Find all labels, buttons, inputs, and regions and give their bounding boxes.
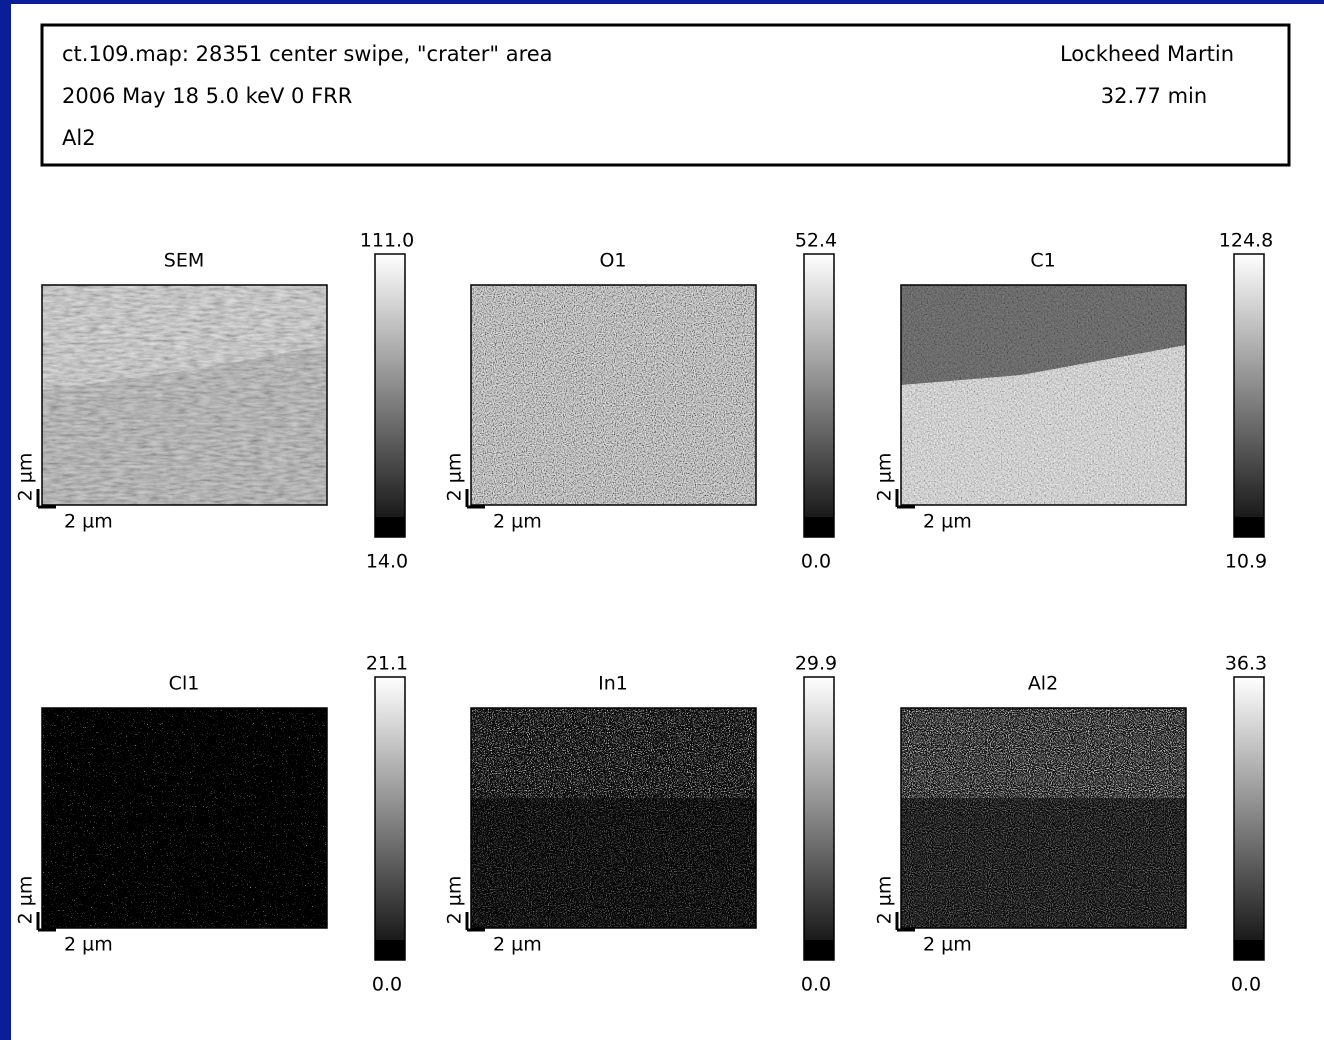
- figure: ct.109.map: 28351 center swipe, "crater"…: [0, 0, 1324, 1040]
- panel-title: Cl1: [169, 673, 200, 695]
- map-noise: [42, 708, 327, 928]
- scale-label-x: 2 µm: [493, 511, 542, 533]
- color-bar: [375, 254, 405, 537]
- color-bar-min: 0.0: [801, 551, 831, 573]
- map-noise: [42, 285, 327, 505]
- panel-title: C1: [1030, 250, 1055, 272]
- top-border: [0, 0, 1324, 4]
- panel-title: In1: [598, 673, 628, 695]
- scale-label-x: 2 µm: [64, 934, 113, 956]
- scale-label-y: 2 µm: [444, 453, 466, 502]
- color-bar-max: 29.9: [795, 653, 837, 675]
- color-bar-max: 111.0: [360, 230, 414, 252]
- color-bar-max: 52.4: [795, 230, 837, 252]
- scale-label-y: 2 µm: [15, 876, 37, 925]
- page: {"header": {"title": "ct.109.map: 28351 …: [0, 0, 1324, 1040]
- color-bar-max: 124.8: [1219, 230, 1273, 252]
- panel-title: Al2: [1028, 673, 1058, 695]
- scale-label-y: 2 µm: [15, 453, 37, 502]
- header-title: ct.109.map: 28351 center swipe, "crater"…: [62, 42, 553, 66]
- panel-title: SEM: [164, 250, 204, 272]
- header-element: Al2: [62, 126, 96, 150]
- header-organization: Lockheed Martin: [1060, 42, 1234, 66]
- scale-label-x: 2 µm: [923, 511, 972, 533]
- color-bar-max: 21.1: [366, 653, 408, 675]
- color-bar-max: 36.3: [1225, 653, 1267, 675]
- scale-label-x: 2 µm: [64, 511, 113, 533]
- color-bar: [1234, 677, 1264, 960]
- scale-label-y: 2 µm: [874, 453, 896, 502]
- map-noise: [471, 285, 756, 505]
- map-image: [471, 708, 756, 928]
- map-region: [901, 798, 1186, 928]
- scale-label-y: 2 µm: [874, 876, 896, 925]
- color-bar-min: 0.0: [372, 974, 402, 996]
- left-border: [0, 0, 11, 1040]
- color-bar-min: 10.9: [1225, 551, 1267, 573]
- map-image: [42, 708, 327, 928]
- map-image: [901, 708, 1186, 928]
- color-bar: [804, 677, 834, 960]
- map-region: [471, 798, 756, 928]
- map-image: [471, 285, 756, 505]
- color-bar-min: 0.0: [1231, 974, 1261, 996]
- scale-label-x: 2 µm: [493, 934, 542, 956]
- header-info: 2006 May 18 5.0 keV 0 FRR: [62, 84, 352, 108]
- color-bar: [375, 677, 405, 960]
- header-duration: 32.77 min: [1101, 84, 1207, 108]
- color-bar: [1234, 254, 1264, 537]
- panel-title: O1: [599, 250, 626, 272]
- map-image: [901, 285, 1186, 505]
- color-bar-min: 0.0: [801, 974, 831, 996]
- color-bar: [804, 254, 834, 537]
- map-image: [42, 285, 327, 505]
- color-bar-min: 14.0: [366, 551, 408, 573]
- scale-label-y: 2 µm: [444, 876, 466, 925]
- scale-label-x: 2 µm: [923, 934, 972, 956]
